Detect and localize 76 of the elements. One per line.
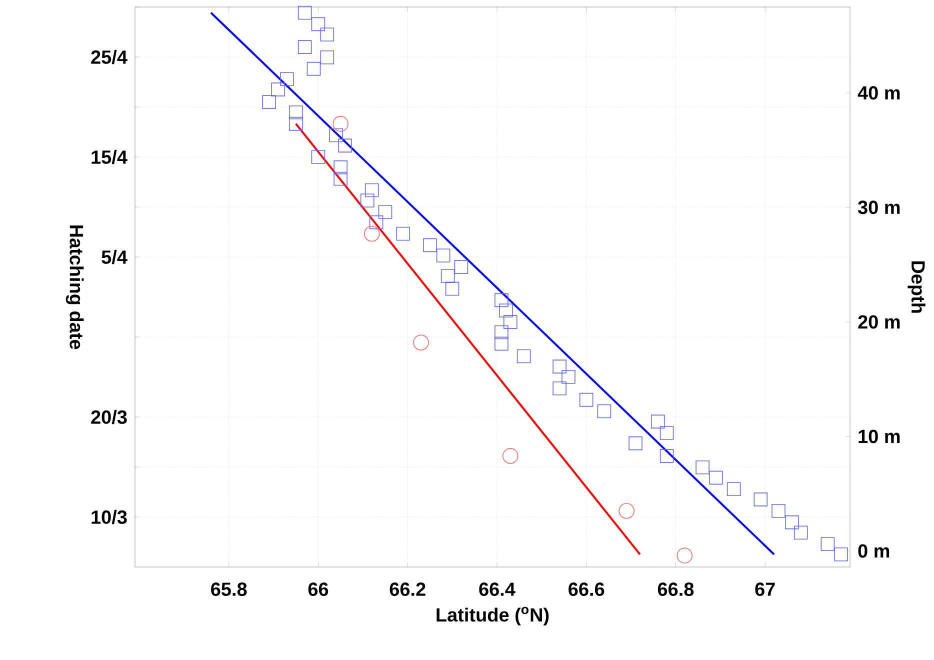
- y-tick-label: 20/3: [91, 410, 127, 424]
- point: [820, 537, 835, 551]
- x-tick-label: 66.8: [658, 582, 694, 596]
- point: [423, 238, 437, 252]
- point: [494, 293, 508, 308]
- x-axis-title: Latitude ($^{o}$N): [436, 606, 549, 626]
- point: [499, 304, 513, 318]
- point: [552, 360, 566, 374]
- point: [320, 28, 334, 42]
- y-tick-label: 5/4: [102, 250, 128, 264]
- point: [440, 269, 455, 284]
- point: [271, 82, 285, 96]
- y-tick-label: 15/4: [92, 150, 128, 164]
- point: [660, 426, 674, 440]
- point: [676, 548, 693, 564]
- point: [772, 504, 786, 518]
- point: [298, 40, 312, 54]
- point: [262, 95, 276, 109]
- point: [378, 205, 392, 219]
- point: [709, 470, 723, 485]
- point: [332, 116, 348, 132]
- y2-tick-label: 0 m: [858, 544, 890, 558]
- y-tick-label: 25/4: [91, 50, 128, 64]
- x-tick-label: 66.2: [390, 582, 426, 596]
- point: [369, 215, 384, 230]
- point: [660, 449, 674, 463]
- point: [494, 325, 508, 340]
- point: [320, 50, 334, 64]
- y2-tick-label: 30 m: [858, 200, 900, 214]
- point: [338, 138, 352, 152]
- point: [516, 349, 531, 364]
- point: [329, 128, 343, 142]
- point: [288, 116, 303, 131]
- point: [413, 334, 429, 350]
- point: [494, 336, 508, 351]
- point: [334, 172, 348, 186]
- point: [579, 392, 594, 407]
- point: [364, 183, 379, 198]
- point: [650, 414, 665, 428]
- y2-tick-label: 40 m: [858, 86, 900, 100]
- point: [334, 160, 348, 174]
- point: [794, 526, 808, 540]
- x-tick-label: 66: [308, 582, 328, 596]
- point: [597, 404, 612, 418]
- point: [280, 72, 294, 86]
- point: [503, 315, 518, 329]
- point: [298, 6, 312, 20]
- point: [785, 515, 799, 530]
- x-tick-label: 66.4: [479, 582, 516, 596]
- point: [311, 150, 326, 164]
- point: [618, 502, 634, 519]
- x-tick-label: 66.6: [568, 582, 604, 596]
- point: [306, 62, 321, 76]
- point: [628, 436, 642, 450]
- point: [834, 548, 848, 562]
- y-axis-title: Hatching date: [66, 225, 84, 350]
- y2-axis-title: Depth: [908, 261, 926, 313]
- point: [552, 381, 566, 396]
- point: [454, 260, 468, 274]
- point: [754, 492, 768, 506]
- point: [396, 226, 410, 241]
- point: [502, 448, 518, 464]
- y-tick-label: 10/3: [92, 510, 127, 524]
- point: [726, 482, 741, 496]
- y2-tick-label: 10 m: [858, 430, 900, 444]
- y2-tick-label: 20 m: [858, 315, 900, 329]
- point: [364, 226, 380, 242]
- point: [436, 248, 450, 262]
- point: [445, 282, 460, 296]
- x-tick-label: 67: [755, 582, 775, 596]
- point: [696, 460, 710, 474]
- point: [360, 194, 374, 208]
- point: [311, 17, 326, 32]
- point: [562, 370, 576, 384]
- x-tick-label: 65.8: [211, 582, 247, 596]
- point: [288, 105, 303, 120]
